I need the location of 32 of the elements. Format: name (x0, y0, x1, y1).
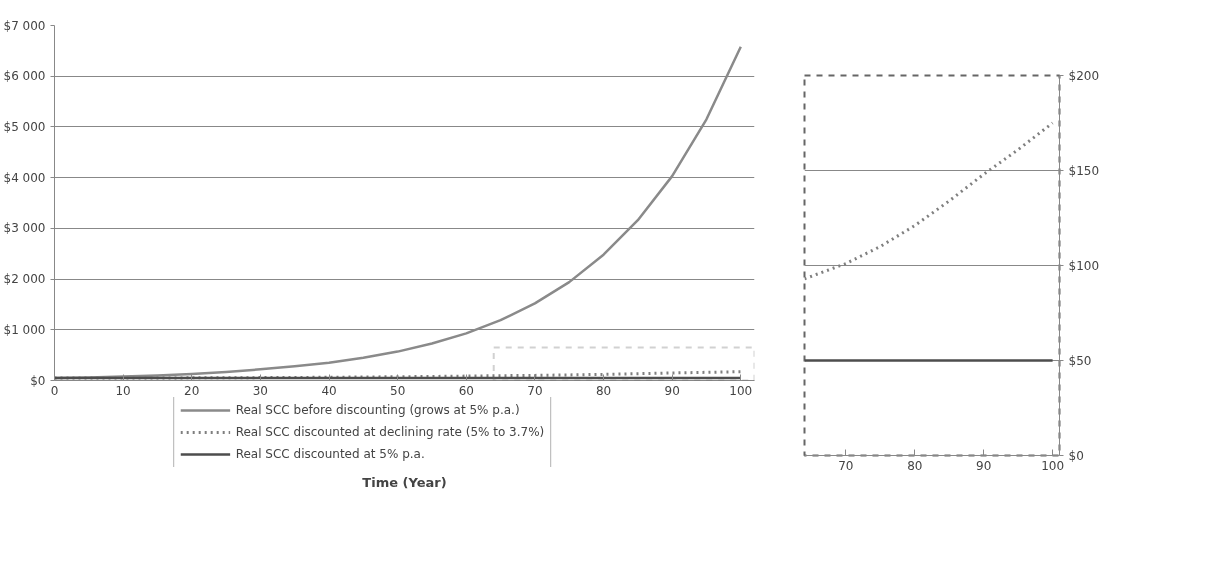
y-tick-label: $6 000 (3, 69, 46, 84)
x-tick-label: 80 (907, 458, 923, 473)
x-tick-label: 0 (50, 383, 59, 398)
y-tick-label: $5 000 (3, 119, 46, 134)
legend-label: Real SCC discounted at declining rate (5% to 3.7%) (235, 425, 545, 439)
x-tick-label: 70 (838, 458, 854, 473)
x-tick-label: 100 (1041, 458, 1065, 473)
x-tick-label: 100 (729, 383, 753, 398)
x-tick-label: 90 (976, 458, 992, 473)
y-tick-label: $0 (1068, 448, 1084, 463)
x-tick-label: 90 (664, 383, 680, 398)
x-tick-label: 60 (458, 383, 474, 398)
y-tick-label: $0 (30, 373, 46, 388)
y-tick-label: $3 000 (3, 221, 46, 236)
y-tick-label: $4 000 (3, 170, 46, 185)
y-tick-label: $100 (1068, 258, 1100, 273)
y-tick-label: $7 000 (3, 18, 46, 33)
x-tick-label: 40 (321, 383, 337, 398)
x-tick-label: 50 (390, 383, 406, 398)
y-tick-label: $150 (1068, 163, 1100, 178)
legend-label: Real SCC before discounting (grows at 5% p.a.) (235, 403, 520, 417)
y-tick-label: $1 000 (3, 322, 46, 337)
x-tick-label: 10 (115, 383, 131, 398)
x-tick-label: 30 (252, 383, 269, 398)
x-tick-label: 80 (595, 383, 612, 398)
y-tick-label: $200 (1068, 68, 1100, 83)
x-tick-label: 70 (527, 383, 543, 398)
x-axis-title: Time (Year) (362, 474, 447, 490)
legend-label: Real SCC discounted at 5% p.a. (235, 447, 425, 461)
y-tick-label: $50 (1068, 353, 1092, 368)
x-tick-label: 20 (184, 383, 200, 398)
y-tick-label: $2 000 (3, 272, 46, 287)
